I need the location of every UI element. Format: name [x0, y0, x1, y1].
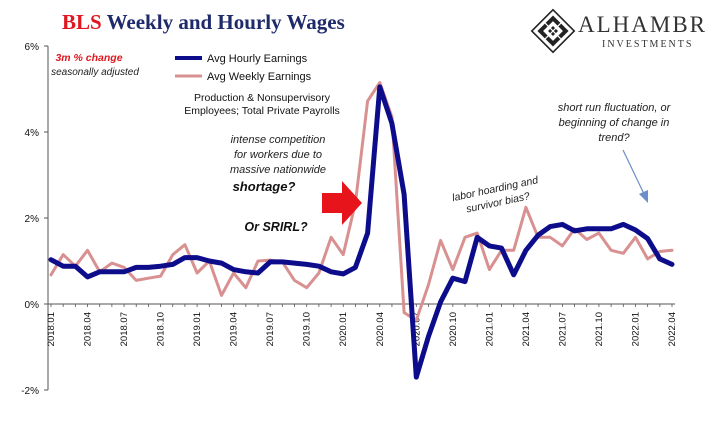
x-tick-label: 2018.10 [156, 312, 167, 346]
x-tick-label: 2020.10 [448, 312, 459, 346]
annotation-layer: Avg Hourly Earnings Avg Weekly Earnings … [51, 52, 672, 234]
x-tick-label: 2022.01 [630, 312, 641, 346]
x-tick-label: 2022.04 [667, 312, 678, 346]
y-tick-label: 4% [25, 128, 40, 139]
note-fluct-line3: trend? [598, 132, 630, 144]
alhambra-logo: ALHAMBRA INVESTMENTS [530, 8, 705, 56]
x-tick-label: 2021.01 [484, 312, 495, 346]
series-layer [48, 81, 675, 380]
note-change-label: 3m % change [55, 52, 122, 64]
x-tick-label: 2019.07 [265, 312, 276, 346]
note-fluct-line2: beginning of change in [559, 117, 670, 129]
note-scope-line2: Employees; Total Private Payrolls [184, 105, 340, 117]
x-tick-label: 2019.01 [192, 312, 203, 346]
legend-label-hourly: Avg Hourly Earnings [207, 53, 308, 65]
note-competition-line1: intense competition [231, 134, 326, 146]
note-srirl: Or SRIRL? [244, 220, 308, 234]
y-tick-label: 2% [25, 214, 40, 225]
red-arrow-icon [322, 181, 362, 225]
note-scope-line1: Production & Nonsupervisory [194, 92, 331, 104]
x-tick-label: 2018.07 [119, 312, 130, 346]
note-competition-line3: massive nationwide [230, 164, 326, 176]
x-tick-label: 2018.04 [83, 312, 94, 346]
x-tick-label: 2019.04 [229, 312, 240, 346]
diamond-logo-icon [530, 8, 576, 54]
chart-title-lead: BLS [62, 10, 102, 34]
note-seasonal: seasonally adjusted [51, 67, 139, 78]
x-tick-label: 2020.04 [375, 312, 386, 346]
chart-title: BLS Weekly and Hourly Wages [62, 10, 345, 35]
blue-arrow-icon [639, 190, 648, 203]
x-tick-label: 2018.01 [46, 312, 57, 346]
note-labor: labor hoarding and survivor bias? [451, 174, 540, 216]
y-tick-label: -2% [21, 386, 39, 397]
x-tick-label: 2019.10 [302, 312, 313, 346]
blue-arrow-shaft [622, 149, 646, 197]
legend: Avg Hourly Earnings Avg Weekly Earnings [175, 53, 312, 83]
note-competition-line4: shortage? [233, 179, 296, 194]
series-line-weekly [49, 81, 674, 322]
y-tick-label: 0% [25, 300, 40, 311]
x-tick-label: 2020.01 [338, 312, 349, 346]
x-tick-label: 2020.07 [411, 312, 422, 346]
x-tick-label: 2021.04 [521, 312, 532, 346]
y-tick-label: 6% [25, 42, 40, 53]
chart-axes: -2% 0% 2% 4% 6% 2018.01 2018.04 2018.07 2018.10 2… [21, 42, 678, 397]
x-tick-label: 2021.10 [594, 312, 605, 346]
chart-title-rest: Weekly and Hourly Wages [101, 10, 345, 34]
note-fluct-line1: short run fluctuation, or [558, 102, 672, 114]
x-tick-label: 2021.07 [557, 312, 568, 346]
logo-name: ALHAMBRA [578, 12, 705, 37]
note-competition-line2: for workers due to [234, 149, 322, 161]
legend-label-weekly: Avg Weekly Earnings [207, 71, 312, 83]
logo-subtitle: INVESTMENTS [602, 39, 694, 50]
series-line-hourly [48, 84, 675, 380]
